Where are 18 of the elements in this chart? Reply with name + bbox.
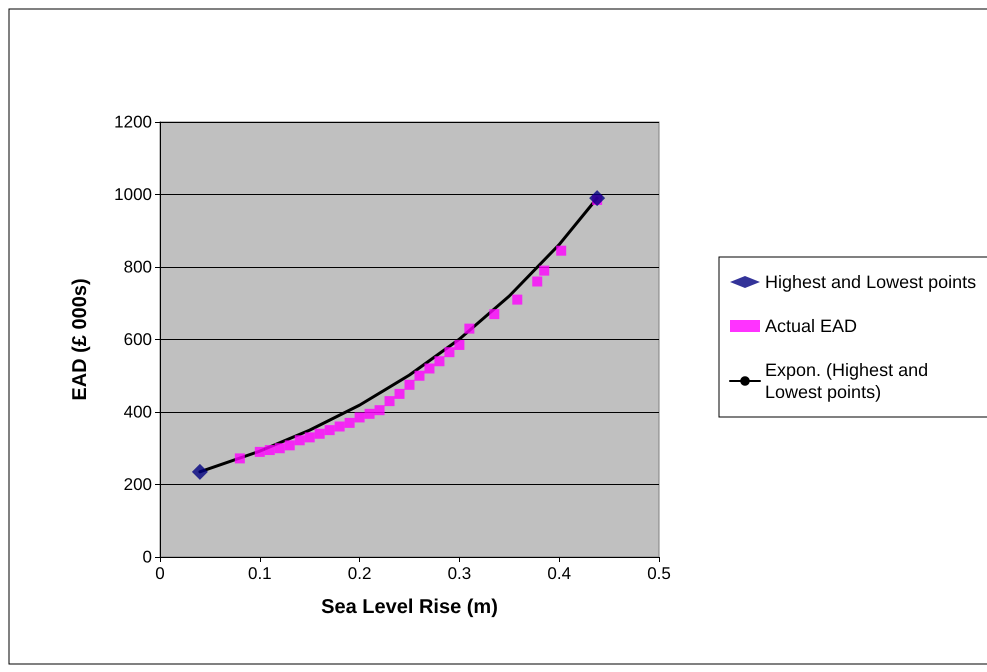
y-tick-label: 1000 [114,185,152,204]
x-tick-label: 0.3 [448,564,472,583]
y-tick-label: 1200 [114,112,152,132]
y-tick-label: 0 [142,548,152,566]
y-tick-label: 600 [124,330,152,349]
legend-label: Actual EAD [765,316,858,336]
y-axis-title: EAD (£ 000s) [69,278,91,401]
y-tick-label: 800 [124,258,152,276]
y-tick-label: 200 [124,475,152,494]
x-tick-label: 0 [155,564,165,583]
legend-label: Expon. (Highest and Lowest points) [765,360,934,402]
x-axis-title: Sea Level Rise (m) [321,596,498,618]
x-tick-label: 0.1 [248,564,272,583]
legend-label: Highest and Lowest points [765,272,976,292]
x-tick-label: 0.4 [547,564,572,583]
x-tick-label: 0.2 [348,564,372,583]
y-tick-label: 400 [124,402,152,422]
x-tick-label: 0.5 [647,564,671,583]
